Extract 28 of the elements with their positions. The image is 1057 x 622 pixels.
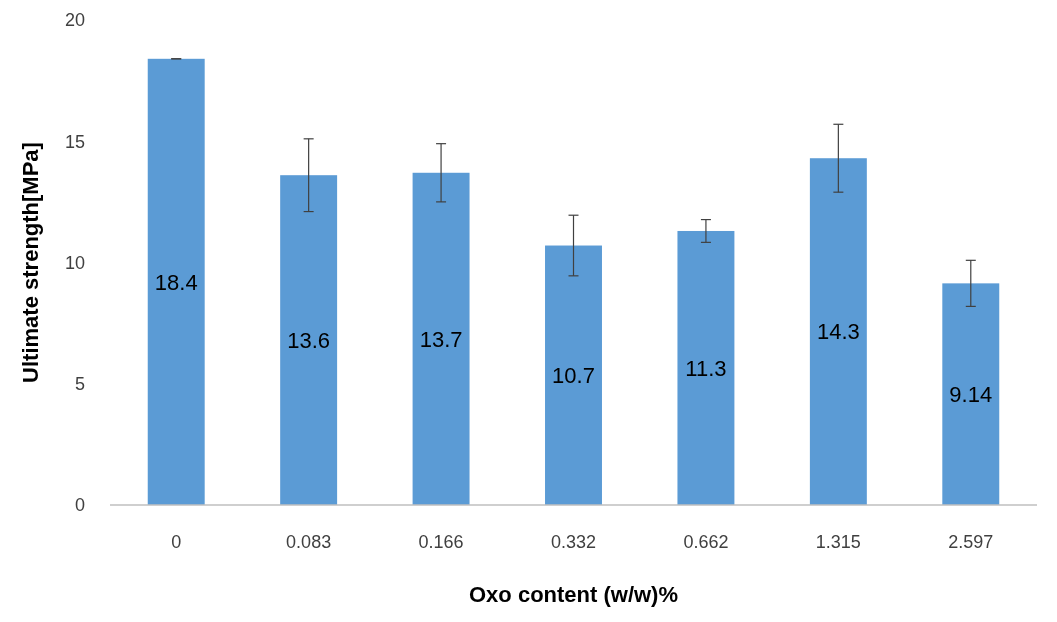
bar [942,283,1000,505]
data-label: 11.3 [685,355,727,381]
data-label: 10.7 [552,362,595,388]
data-label: 13.7 [419,326,463,352]
x-tick-label: 0 [171,532,182,552]
x-tick-label: 0.083 [286,532,332,552]
bar [412,172,470,505]
bar [809,158,867,505]
data-label: 18.4 [154,269,198,295]
y-tick-label: 5 [74,374,85,395]
x-tick-label: 1.315 [815,532,861,552]
y-tick-label: 0 [74,495,85,516]
bar [280,175,338,505]
y-tick-label: 10 [64,252,85,273]
y-axis-title: Ultimate strength[MPa] [18,142,43,383]
x-tick-label: 2.597 [948,532,994,552]
x-axis-title: Oxo content (w/w)% [469,582,678,607]
y-tick-label: 15 [64,131,85,152]
data-label: 13.6 [287,327,331,353]
bar [545,245,602,505]
y-tick-label: 20 [64,10,85,31]
x-tick-label: 0.332 [550,532,597,552]
data-label: 9.14 [949,381,993,407]
x-tick-label: 0.662 [683,532,729,552]
x-tick-label: 0.166 [418,532,464,552]
bar [677,230,735,505]
bar [147,58,205,505]
data-label: 14.3 [816,319,860,345]
